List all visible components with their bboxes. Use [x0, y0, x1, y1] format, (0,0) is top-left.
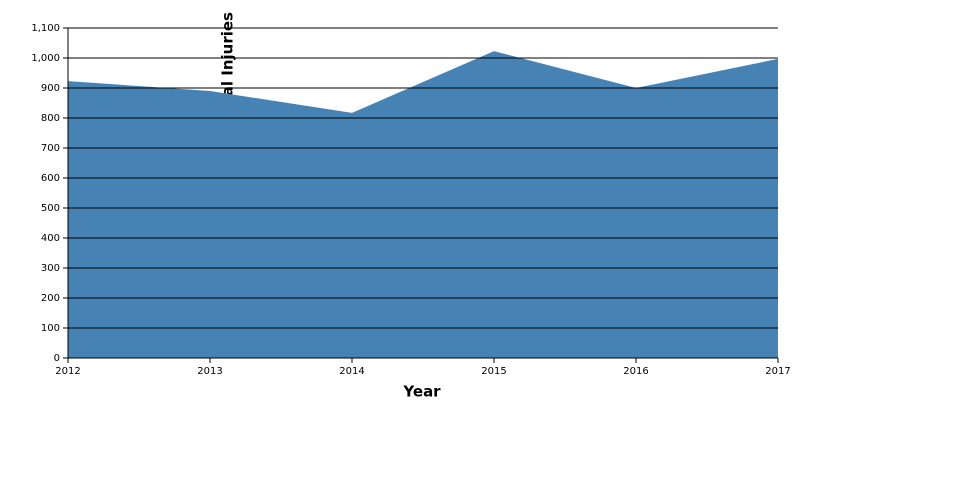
- y-tick-label: 600: [41, 173, 60, 184]
- y-tick-label: 1,000: [31, 53, 60, 64]
- y-tick-label: 800: [41, 113, 60, 124]
- y-tick-label: 400: [41, 233, 60, 244]
- x-axis-title: Year: [402, 383, 441, 401]
- y-tick-label: 900: [41, 83, 60, 94]
- x-tick-label: 2017: [765, 366, 790, 377]
- y-tick-label: 1,100: [31, 23, 60, 34]
- y-tick-label: 200: [41, 293, 60, 304]
- x-tick-label: 2014: [339, 366, 364, 377]
- x-tick-label: 2016: [623, 366, 648, 377]
- x-tick-label: 2012: [55, 366, 80, 377]
- y-tick-label: 300: [41, 263, 60, 274]
- area: [68, 51, 778, 358]
- y-tick-label: 0: [54, 353, 60, 364]
- y-tick-label: 700: [41, 143, 60, 154]
- y-tick-label: 100: [41, 323, 60, 334]
- x-tick-label: 2015: [481, 366, 506, 377]
- x-tick-label: 2013: [197, 366, 222, 377]
- y-tick-label: 500: [41, 203, 60, 214]
